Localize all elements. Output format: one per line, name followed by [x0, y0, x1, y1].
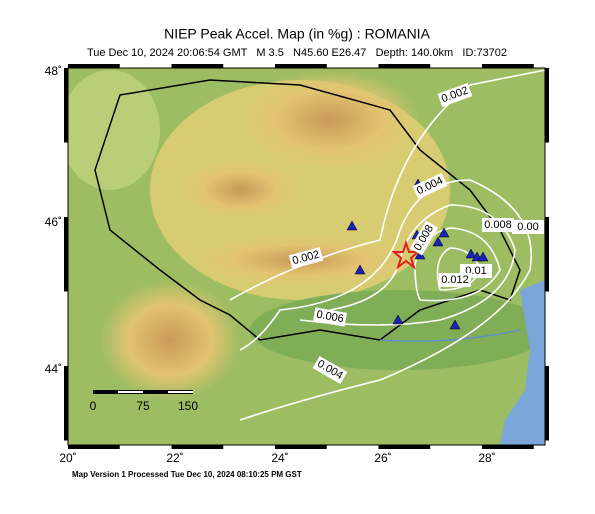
- danube: [379, 329, 521, 342]
- contour-label: 0.00: [517, 221, 538, 233]
- frame-bar: [171, 445, 224, 449]
- contour-label-bg: [312, 355, 348, 385]
- lat-tick-label: 46˚: [45, 215, 62, 229]
- station: [465, 248, 477, 259]
- frame-bar: [171, 64, 224, 68]
- map-subtitle: Tue Dec 10, 2024 20:06:54 GMT M 3.5 N45.…: [87, 47, 507, 59]
- scale-bar: [93, 390, 193, 394]
- contour-label-bg: [437, 82, 473, 108]
- contour-label-group: 0.002: [288, 247, 324, 269]
- lat-tick-label: 44˚: [45, 362, 62, 376]
- frame-bar: [68, 64, 120, 68]
- stations: [346, 178, 489, 330]
- frame-bar: [275, 445, 327, 449]
- mountains: [240, 70, 420, 170]
- mountains: [180, 160, 300, 220]
- lon-tick-label: 24˚: [271, 451, 288, 465]
- frame-bar: [482, 445, 534, 449]
- station: [438, 227, 450, 238]
- station: [354, 264, 366, 275]
- scale-label: 150: [178, 399, 198, 413]
- station: [346, 220, 358, 231]
- frame-bar: [378, 445, 431, 449]
- lon-tick-label: 28˚: [478, 451, 495, 465]
- lat-tick-label: 48˚: [45, 64, 62, 78]
- contour-label-group: 0.012: [439, 273, 471, 287]
- contour-label: 0.006: [315, 309, 344, 326]
- plain: [68, 70, 160, 190]
- scale-bar-body: [118, 391, 143, 393]
- contour-label-bg: [512, 220, 544, 234]
- contour-label-group: 0.00: [512, 220, 544, 234]
- frame-bar: [545, 68, 549, 143]
- contour-label-bg: [313, 307, 347, 327]
- contour-label-bg: [409, 220, 439, 256]
- map-title: NIEP Peak Accel. Map (in %g) : ROMANIA: [164, 26, 430, 42]
- lon-tick-label: 22˚: [166, 451, 183, 465]
- frame-bar: [545, 217, 549, 292]
- scale-bar-body: [168, 391, 193, 393]
- contour-label-bg: [482, 218, 514, 232]
- mountains: [100, 280, 240, 400]
- station: [449, 319, 461, 330]
- epicenter: [391, 239, 421, 270]
- contour-label: 0.008: [484, 219, 512, 231]
- contour-label-bg: [288, 247, 324, 269]
- scale-label: 0: [90, 399, 97, 413]
- station: [432, 236, 444, 247]
- footer: Map Version 1 Processed Tue Dec 10, 2024…: [72, 470, 302, 479]
- contour-label: 0.012: [441, 274, 469, 286]
- lon-tick-label: 26˚: [374, 451, 391, 465]
- black-sea: [500, 280, 545, 445]
- frame-bar: [64, 217, 68, 292]
- frame-bar: [378, 64, 431, 68]
- scale-label: 75: [136, 399, 150, 413]
- station: [477, 251, 489, 262]
- frame-bar: [64, 366, 68, 441]
- contour-label-bg: [412, 172, 448, 200]
- station: [392, 314, 404, 325]
- frame-bar: [545, 366, 549, 441]
- frame-bars: [64, 64, 549, 449]
- frame-bar: [275, 64, 327, 68]
- frame-bar: [64, 68, 68, 143]
- contour-label-group: 0.008: [409, 220, 439, 256]
- plain: [250, 290, 545, 370]
- contour-label-bg: [439, 273, 471, 287]
- contour-label-group: 0.008: [482, 218, 514, 232]
- frame-bar: [68, 445, 120, 449]
- frame-bar: [482, 64, 534, 68]
- contour-label-group: 0.006: [313, 307, 347, 327]
- lon-tick-label: 20˚: [59, 451, 76, 465]
